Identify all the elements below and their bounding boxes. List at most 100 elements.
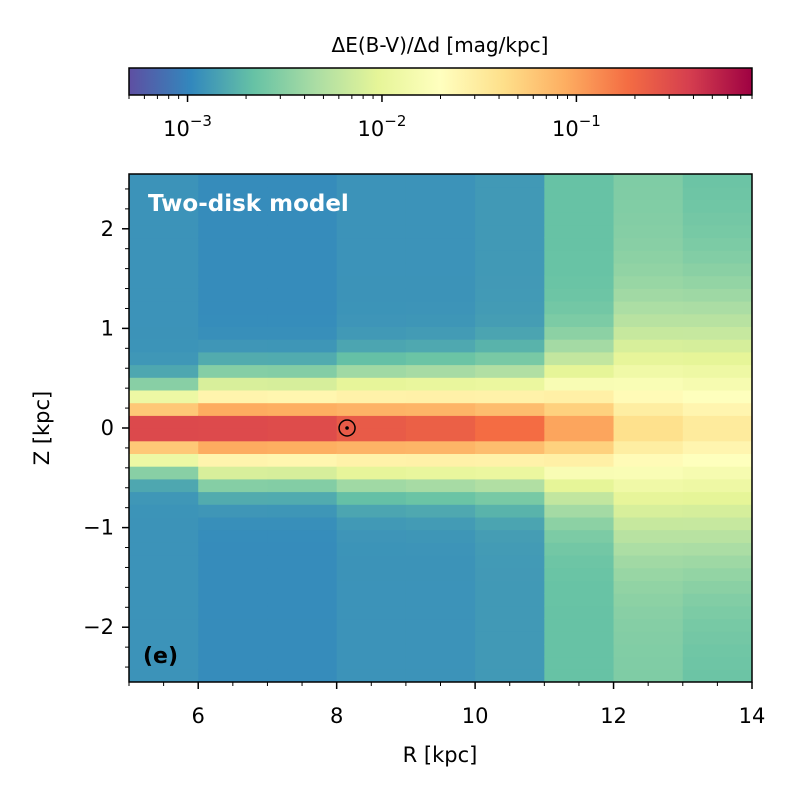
heatmap-cell [475,428,545,442]
heatmap-cell [129,643,199,658]
heatmap-cell [613,440,684,454]
heatmap-cell [405,593,476,607]
heatmap-cell [544,326,615,340]
heatmap-cell [405,237,476,251]
heatmap-cell [475,250,545,264]
heatmap-cell [267,377,338,391]
heatmap-cell [267,389,338,404]
heatmap-cell [267,428,338,442]
heatmap-cell [682,224,752,239]
heatmap-cell [267,237,338,251]
heatmap-cell [613,631,684,645]
heatmap-cell [613,593,684,607]
y-tick-label: 0 [101,416,114,440]
heatmap-cell [682,478,752,493]
heatmap-cell [129,301,199,315]
x-axis-label: R [kpc] [403,743,478,767]
heatmap-cell [336,466,407,480]
heatmap-cell [129,212,199,226]
heatmap-cell [267,466,338,480]
heatmap-cell [336,669,407,682]
heatmap-cell [336,224,407,239]
heatmap-cell [267,339,338,353]
heatmap-cell [129,656,199,670]
heatmap-cell [405,250,476,264]
heatmap-cell [613,326,684,340]
heatmap-cell [129,415,199,429]
heatmap-cell [405,542,476,556]
heatmap-cell [336,440,407,454]
heatmap-cell [336,618,407,632]
heatmap-cell [336,555,407,569]
heatmap-cell [267,174,338,188]
heatmap-cell [198,237,269,251]
heatmap-cell [682,377,752,391]
heatmap-cell [475,440,545,454]
heatmap-cell [198,504,269,518]
panel-label: (e) [143,644,178,669]
heatmap-cell [544,656,615,670]
heatmap-cell [267,351,338,366]
sun-symbol-ring [338,419,356,437]
heatmap-cell [336,262,407,277]
heatmap-cell [336,428,407,442]
heatmap-cell [682,351,752,366]
heatmap-cell [336,351,407,366]
heatmap-cell [129,440,199,454]
x-tick-label: 8 [330,704,343,728]
heatmap-cell [267,555,338,569]
heatmap-cell [336,250,407,264]
heatmap-cell [682,415,752,429]
heatmap-cell [544,516,615,531]
heatmap-cell [475,364,545,378]
heatmap-cell [267,656,338,670]
heatmap-cell [544,631,615,645]
heatmap-cell [682,186,752,200]
heatmap-cell [613,669,684,682]
heatmap-cell [267,262,338,277]
heatmap-cell [336,402,407,416]
heatmap-cell [198,516,269,531]
heatmap-cell [405,605,476,620]
heatmap-cell [198,174,269,188]
heatmap-cell [336,656,407,670]
y-tick-label: 2 [101,217,114,241]
heatmap-cell [198,491,269,505]
heatmap-cell [267,250,338,264]
heatmap-cell [336,580,407,594]
y-tick-label: −1 [83,516,114,540]
heatmap-cell [544,339,615,353]
heatmap-cell [613,186,684,200]
heatmap-cell [267,275,338,289]
heatmap-cell [682,212,752,226]
heatmap-cell [198,262,269,277]
heatmap-cell [544,618,615,632]
heatmap-cell [198,415,269,429]
heatmap-cell [682,542,752,556]
heatmap-cell [198,643,269,658]
heatmap-cell [613,224,684,239]
heatmap-cell [267,212,338,226]
heatmap-cell [405,516,476,531]
heatmap-cell [613,301,684,315]
heatmap-cell [682,275,752,289]
heatmap-cell [336,491,407,505]
heatmap-cell [613,618,684,632]
heatmap-cell [198,453,269,467]
heatmap-cell [129,351,199,366]
heatmap-cell [198,402,269,416]
heatmap-cell [544,186,615,200]
heatmap-cell [267,224,338,239]
heatmap-cell [129,262,199,277]
heatmap-cell [336,504,407,518]
heatmap-cell [544,351,615,366]
heatmap-cell [682,618,752,632]
heatmap-cell [613,605,684,620]
heatmap-cell [405,339,476,353]
heatmap-cell [198,567,269,581]
heatmap-cell [198,428,269,442]
heatmap-cell [129,529,199,543]
heatmap-cell [129,428,199,442]
model-annotation: Two-disk model [148,191,349,217]
heatmap-cell [544,262,615,277]
